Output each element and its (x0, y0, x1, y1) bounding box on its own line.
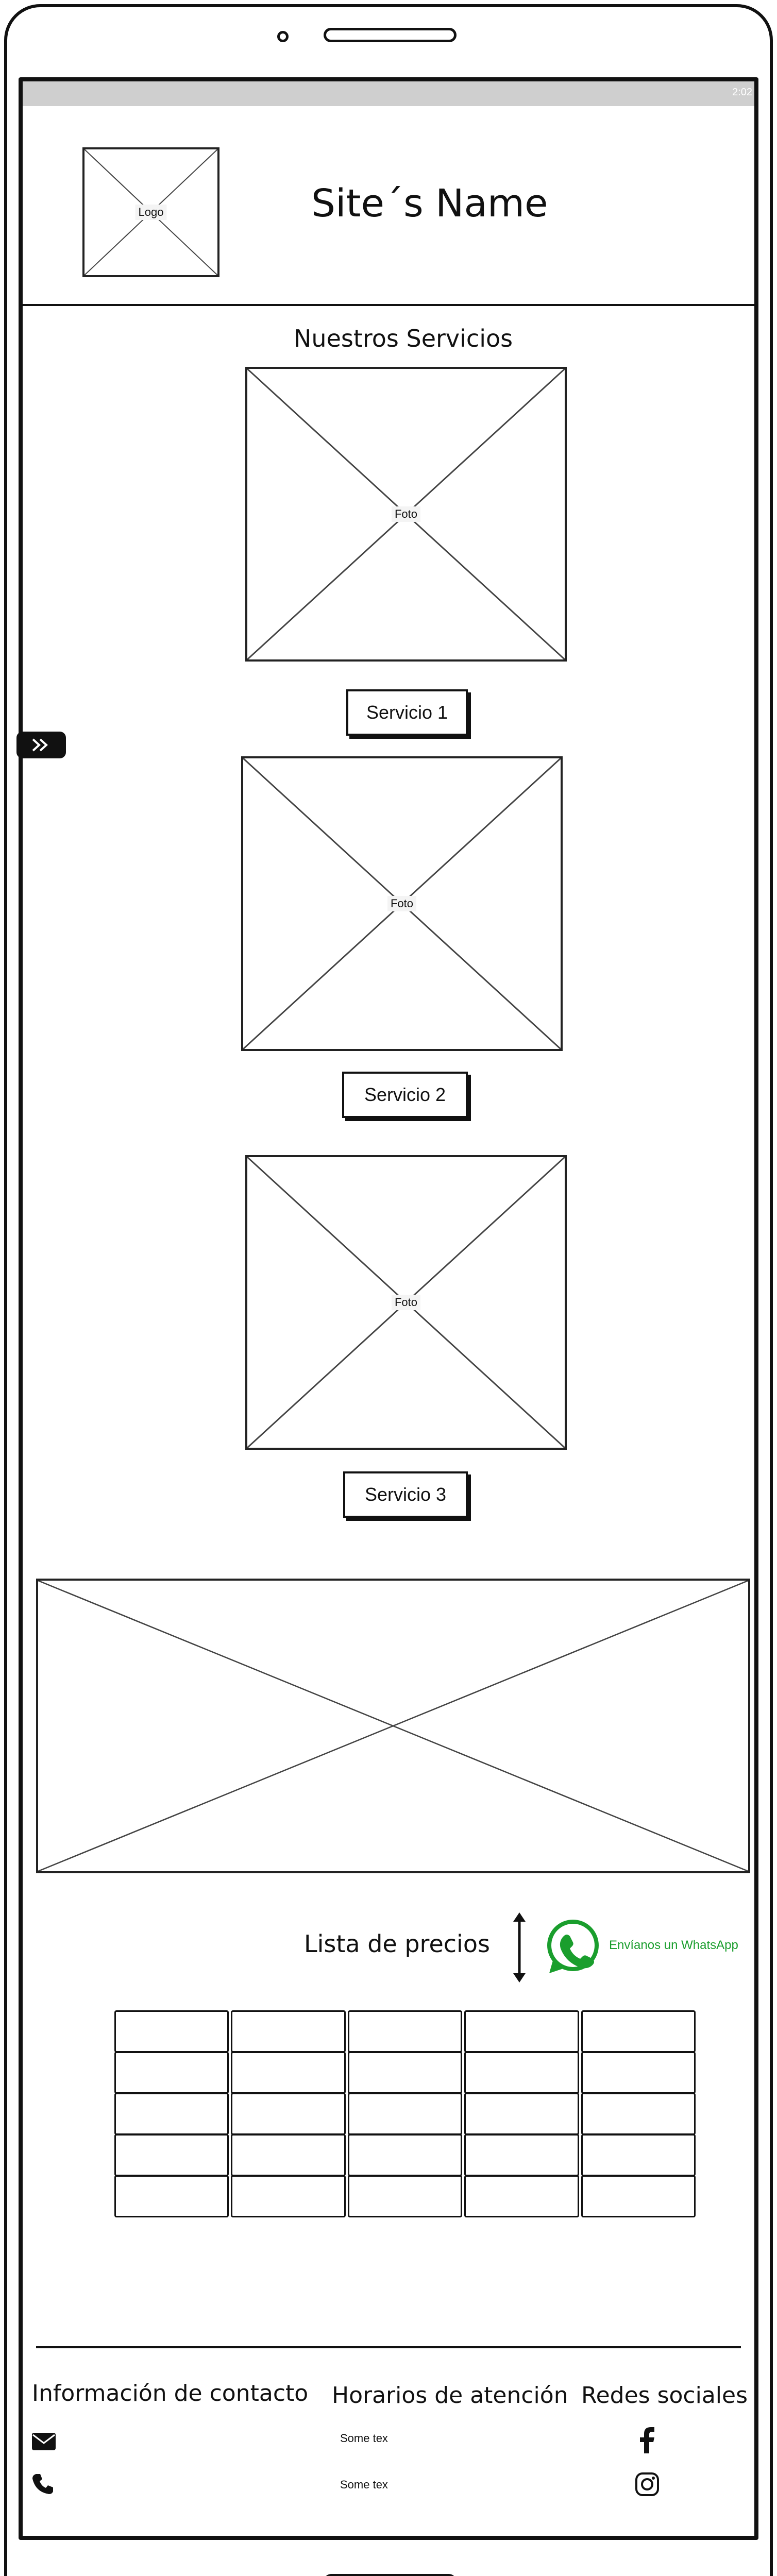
table-cell (347, 2134, 463, 2176)
contact-heading: Información de contacto (32, 2380, 309, 2406)
table-cell (231, 2175, 346, 2217)
logo-placeholder[interactable]: Logo (82, 147, 219, 277)
table-cell (581, 2052, 696, 2094)
envelope-icon[interactable] (31, 2431, 57, 2451)
table-cell (231, 2010, 346, 2053)
whatsapp-label[interactable]: Envíanos un WhatsApp (609, 1938, 738, 1952)
price-table (114, 2010, 698, 2217)
table-cell (581, 2134, 696, 2176)
status-bar (23, 81, 754, 106)
table-cell (581, 2010, 696, 2053)
social-heading: Redes sociales (581, 2382, 748, 2409)
table-cell (464, 2052, 579, 2094)
photo-label: Foto (391, 506, 421, 522)
vertical-arrows-icon[interactable] (510, 1911, 529, 1984)
speaker-grille (324, 28, 457, 42)
camera-icon (277, 31, 289, 42)
phone-icon[interactable] (32, 2473, 54, 2495)
site-name: Site´s Name (311, 181, 548, 226)
facebook-icon[interactable] (638, 2427, 655, 2453)
table-cell (114, 2052, 229, 2094)
header-divider (23, 304, 754, 306)
table-cell (464, 2010, 579, 2053)
table-cell (231, 2134, 346, 2176)
status-time: 2:02 (732, 87, 752, 98)
double-chevron-right-icon[interactable] (16, 732, 66, 758)
hours-line-2: Some tex (340, 2478, 388, 2491)
table-cell (464, 2175, 579, 2217)
table-cell (231, 2093, 346, 2135)
table-cell (347, 2010, 463, 2053)
prices-heading: Lista de precios (304, 1930, 490, 1958)
instagram-icon[interactable] (635, 2472, 660, 2497)
footer-divider (36, 2346, 741, 2348)
table-cell (114, 2134, 229, 2176)
service-3-button[interactable]: Servicio 3 (343, 1471, 468, 1518)
services-heading: Nuestros Servicios (294, 325, 513, 352)
home-button[interactable] (324, 2574, 457, 2576)
hours-line-1: Some tex (340, 2432, 388, 2445)
table-cell (581, 2175, 696, 2217)
photo-label: Foto (387, 896, 417, 911)
service-photo-1: Foto (245, 367, 567, 662)
hours-heading: Horarios de atención (332, 2382, 568, 2409)
logo-label: Logo (135, 205, 167, 220)
service-photo-2: Foto (241, 756, 563, 1051)
photo-label: Foto (391, 1295, 421, 1310)
table-cell (347, 2175, 463, 2217)
screen (19, 77, 758, 2540)
device-frame (4, 4, 773, 2576)
table-cell (114, 2010, 229, 2053)
table-cell (114, 2093, 229, 2135)
table-cell (464, 2134, 579, 2176)
table-cell (231, 2052, 346, 2094)
table-cell (347, 2093, 463, 2135)
service-photo-3: Foto (245, 1155, 567, 1450)
table-cell (581, 2093, 696, 2135)
table-cell (464, 2093, 579, 2135)
table-cell (347, 2052, 463, 2094)
service-2-button[interactable]: Servicio 2 (342, 1072, 468, 1118)
service-1-button[interactable]: Servicio 1 (346, 689, 468, 736)
table-cell (114, 2175, 229, 2217)
banner-image (36, 1579, 750, 1873)
whatsapp-icon[interactable] (544, 1918, 602, 1975)
